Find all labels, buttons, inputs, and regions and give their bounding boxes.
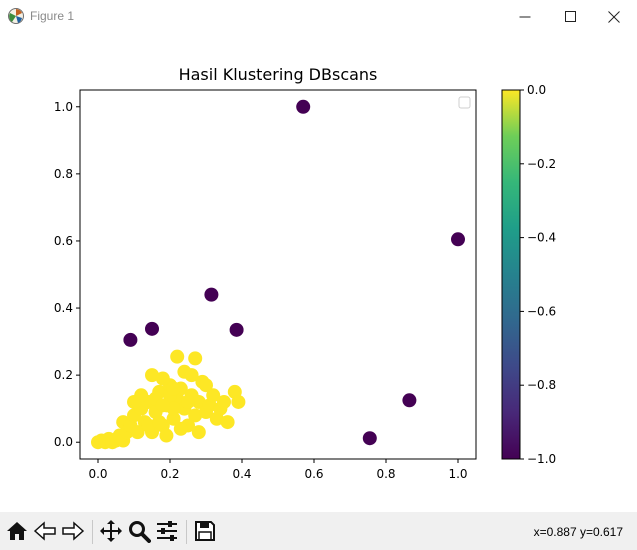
scatter-point <box>191 425 206 440</box>
scatter-point <box>362 431 377 446</box>
legend-box <box>458 96 471 109</box>
scatter-point <box>145 368 159 383</box>
scatter-point <box>127 394 141 409</box>
toolbar-separator <box>186 520 187 544</box>
save-button[interactable] <box>193 519 217 543</box>
scatter-point <box>451 232 465 247</box>
toolbar-separator <box>92 520 93 544</box>
window-titlebar: Figure 1 <box>0 0 637 33</box>
minimize-icon <box>519 16 531 18</box>
scatter-point <box>173 421 188 436</box>
home-button[interactable] <box>5 519 29 543</box>
window-title: Figure 1 <box>30 9 75 23</box>
scatter-point <box>152 415 167 430</box>
y-tick-label: 0.8 <box>54 167 73 181</box>
navigation-toolbar: x=0.887 y=0.617 <box>0 512 637 550</box>
home-icon <box>7 522 27 540</box>
colorbar <box>501 89 521 460</box>
colorbar-tick-label: −1.0 <box>527 452 556 466</box>
x-tick-label: 0.2 <box>160 467 179 481</box>
scatter-point <box>231 394 246 409</box>
x-tick-label: 0.0 <box>88 467 107 481</box>
y-tick-label: 1.0 <box>54 100 73 114</box>
scatter-chart: Hasil Klustering DBscans 0.0 0.2 0.4 0.6 0.8… <box>54 65 556 481</box>
scatter-point <box>170 349 185 364</box>
forward-icon <box>62 521 85 541</box>
matplotlib-logo-icon <box>8 8 24 24</box>
scatter-point <box>402 393 417 408</box>
colorbar-tick-label: −0.6 <box>527 304 556 318</box>
scatter-point <box>229 322 244 337</box>
configure-subplots-button[interactable] <box>155 519 179 543</box>
y-tick-label: 0.4 <box>54 301 73 315</box>
scatter-point <box>191 394 206 409</box>
scatter-point <box>206 388 221 403</box>
scatter-point <box>155 398 170 413</box>
x-tick-label: 0.6 <box>304 467 323 481</box>
close-icon <box>608 11 620 23</box>
configure-icon <box>157 521 177 541</box>
cursor-coordinates: x=0.887 y=0.617 <box>533 525 623 539</box>
scatter-point <box>204 287 219 302</box>
save-icon <box>195 521 215 541</box>
x-tick-label: 0.8 <box>376 467 395 481</box>
y-tick-label: 0.0 <box>54 435 73 449</box>
scatter-point <box>188 351 203 366</box>
scatter-point <box>184 368 199 383</box>
pan-icon <box>100 520 122 542</box>
scatter-point <box>296 99 311 114</box>
colorbar-tick-label: −0.2 <box>527 157 556 171</box>
figure-canvas[interactable]: Hasil Klustering DBscans 0.0 0.2 0.4 0.6 0.8… <box>0 33 637 512</box>
scatter-point <box>166 411 181 426</box>
colorbar-tick-label: −0.4 <box>527 231 556 245</box>
back-button[interactable] <box>33 519 57 543</box>
scatter-point <box>155 371 170 386</box>
scatter-point <box>181 394 195 409</box>
y-tick-label: 0.6 <box>54 234 73 248</box>
scatter-point <box>217 394 231 409</box>
scatter-point <box>145 321 159 336</box>
back-icon <box>33 521 56 541</box>
maximize-icon <box>565 11 576 22</box>
scatter-point <box>130 425 145 440</box>
colorbar-tick-label: −0.8 <box>527 378 556 392</box>
axes-frame <box>79 89 477 460</box>
pan-button[interactable] <box>99 519 123 543</box>
y-tick-label: 0.2 <box>54 368 73 382</box>
x-tick-label: 1.0 <box>448 467 467 481</box>
minimize-button[interactable] <box>502 0 548 33</box>
scatter-point <box>188 408 203 423</box>
zoom-icon <box>129 521 151 543</box>
zoom-button[interactable] <box>127 519 151 543</box>
scatter-point <box>141 418 156 433</box>
forward-button[interactable] <box>61 519 85 543</box>
close-button[interactable] <box>591 0 637 33</box>
chart-title: Hasil Klustering DBscans <box>179 65 378 84</box>
scatter-point <box>199 378 213 393</box>
scatter-point <box>123 332 138 347</box>
colorbar-tick-label: 0.0 <box>527 83 546 97</box>
scatter-point <box>159 428 174 443</box>
scatter-point <box>220 415 235 430</box>
scatter-point <box>166 381 181 396</box>
maximize-button[interactable] <box>548 0 594 33</box>
x-tick-label: 0.4 <box>232 467 251 481</box>
scatter-point <box>166 401 181 416</box>
